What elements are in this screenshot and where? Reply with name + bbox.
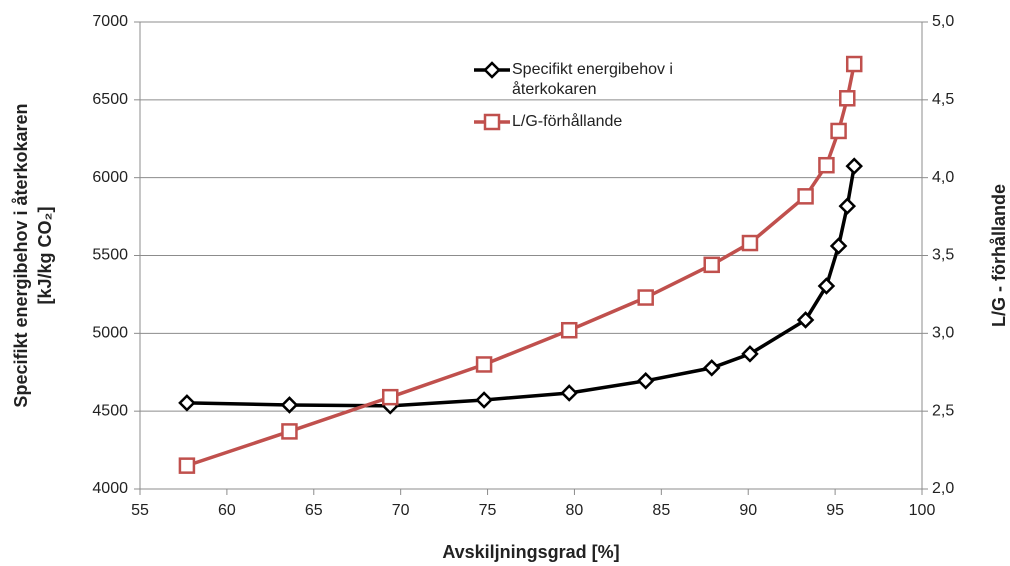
y-tick-label: 6000	[92, 169, 128, 186]
marker	[845, 157, 863, 175]
y2-tick-label: 2,5	[932, 402, 954, 419]
marker	[845, 55, 863, 73]
y2-axis-label: L/G - förhållande	[989, 184, 1009, 327]
legend-item: L/G-förhållande	[472, 112, 757, 132]
marker	[796, 311, 815, 329]
x-tick-label: 100	[909, 502, 936, 519]
y-tick-label: 7000	[92, 13, 128, 30]
marker	[475, 391, 493, 409]
marker	[475, 356, 493, 373]
marker	[281, 423, 298, 440]
y2-tick-label: 5,0	[932, 13, 954, 30]
x-tick-label: 75	[479, 502, 497, 519]
marker	[560, 384, 578, 402]
marker	[830, 122, 847, 140]
x-tick-label: 70	[392, 502, 410, 519]
marker	[636, 372, 655, 390]
series-line	[186, 165, 856, 408]
marker	[703, 256, 720, 274]
y2-tick-label: 3,5	[932, 247, 954, 264]
marker	[839, 90, 856, 107]
x-axis-label: Avskiljningsgrad [%]	[442, 542, 619, 562]
marker	[838, 197, 857, 215]
y-axis-label: [kJ/kg CO₂]	[35, 206, 55, 304]
y2-tick-label: 4,0	[932, 169, 954, 186]
marker	[829, 237, 848, 255]
plot-frame	[139, 21, 923, 490]
y2-tick-label: 2,0	[932, 480, 954, 497]
marker	[178, 457, 196, 474]
marker	[741, 234, 759, 252]
marker	[280, 396, 299, 414]
x-tick-label: 60	[218, 502, 236, 519]
legend: Specifikt energibehov i återkokaren L/G-f…	[472, 60, 757, 144]
marker	[637, 289, 654, 306]
legend-item: Specifikt energibehov i återkokaren	[472, 60, 757, 100]
marker	[741, 345, 759, 363]
y-tick-label: 4500	[92, 402, 128, 419]
x-tick-label: 85	[652, 502, 670, 519]
marker	[381, 388, 399, 406]
marker	[797, 188, 814, 205]
marker	[702, 359, 721, 377]
y-tick-label: 5500	[92, 247, 128, 264]
marker	[178, 394, 196, 412]
y2-tick-label: 4,5	[932, 91, 954, 108]
y-axis-label: Specifikt energibehov i återkokaren	[11, 103, 31, 407]
marker	[483, 113, 501, 131]
y-tick-label: 5000	[92, 325, 128, 342]
x-tick-label: 80	[566, 502, 584, 519]
legend-icon	[474, 61, 510, 79]
x-tick-label: 65	[305, 502, 323, 519]
marker	[818, 156, 835, 174]
x-tick-label: 90	[739, 502, 757, 519]
marker	[817, 277, 836, 295]
legend-label: Specifikt energibehov i återkokaren	[512, 61, 673, 98]
x-tick-label: 55	[131, 502, 149, 519]
marker	[483, 61, 501, 79]
marker	[560, 321, 578, 339]
y-tick-label: 4000	[92, 480, 128, 497]
y2-tick-label: 3,0	[932, 325, 954, 342]
legend-icon	[474, 113, 510, 131]
y-tick-label: 6500	[92, 91, 128, 108]
x-tick-label: 95	[826, 502, 844, 519]
legend-label: L/G-förhållande	[512, 113, 623, 130]
